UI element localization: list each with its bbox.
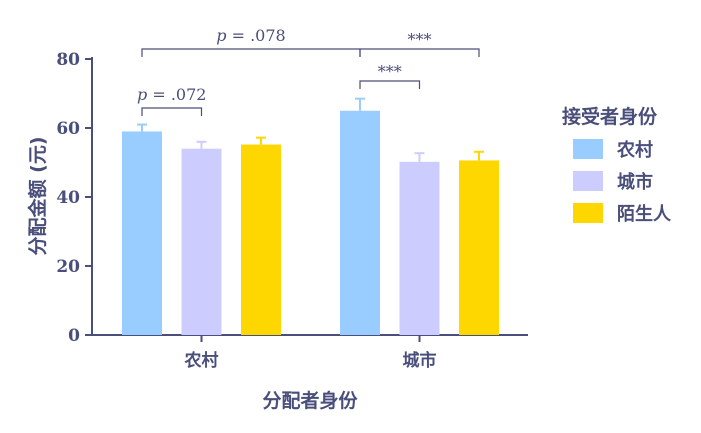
y-tick-label: 80: [56, 50, 80, 70]
legend-label: 陌生人: [617, 203, 672, 225]
x-tick-label: 农村: [184, 350, 219, 371]
significance-label: p = .078: [216, 26, 285, 45]
y-tick-label: 20: [56, 257, 80, 277]
legend-label: 农村: [616, 139, 653, 161]
p-value: = .072: [147, 85, 206, 104]
legend-label: 城市: [617, 171, 653, 193]
significance-bracket: [359, 80, 421, 89]
significance-label: p = .072: [137, 85, 206, 104]
bar: [241, 144, 281, 335]
significance-label: ***: [408, 30, 432, 49]
p-symbol: p: [216, 26, 226, 45]
y-tick-label: 40: [56, 188, 80, 208]
bar: [122, 131, 162, 335]
significance-bracket: [141, 48, 361, 57]
x-tick-label: 城市: [403, 350, 437, 371]
y-tick-label: 60: [56, 119, 80, 139]
x-axis-title: 分配者身份: [262, 389, 358, 412]
y-tick-label: 0: [68, 326, 80, 346]
p-symbol: p: [137, 85, 147, 104]
legend-swatch: [573, 139, 603, 159]
significance-bracket: [141, 107, 203, 116]
significance-bracket: [359, 48, 480, 57]
legend-swatch: [573, 171, 603, 191]
legend-swatch: [573, 203, 603, 223]
bar: [399, 161, 440, 335]
bar: [459, 160, 499, 335]
bar: [340, 110, 380, 335]
bar: [181, 148, 222, 335]
significance-label: ***: [378, 62, 402, 81]
p-value: = .078: [227, 26, 286, 45]
legend-title: 接受者身份: [562, 105, 658, 128]
y-axis-title: 分配金额 (元): [26, 137, 49, 256]
